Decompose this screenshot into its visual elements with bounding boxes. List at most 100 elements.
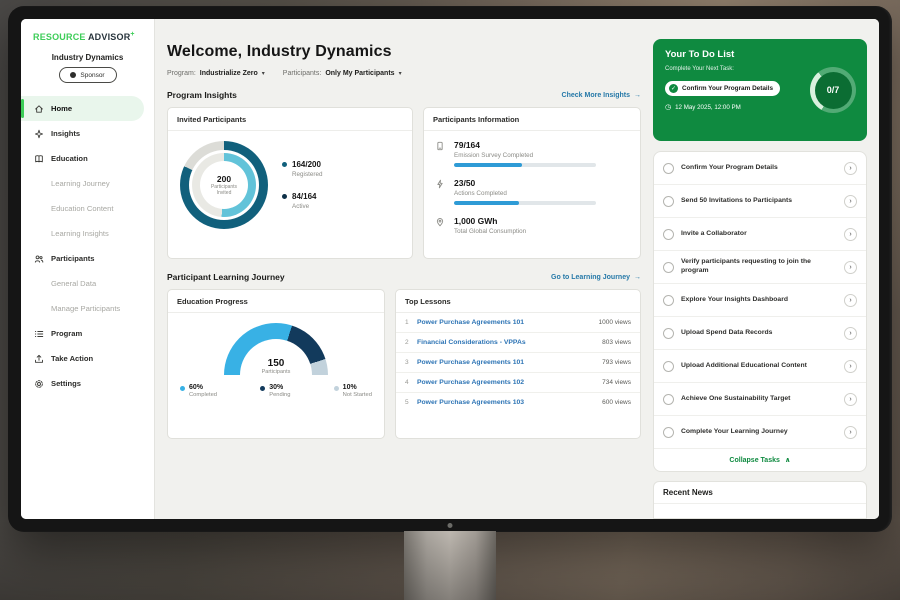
chevron-right-icon[interactable]: ›: [844, 425, 857, 439]
task-checkbox[interactable]: [663, 327, 674, 339]
chevron-right-icon[interactable]: ›: [844, 392, 857, 406]
task-row[interactable]: Explore Your Insights Dashboard ›: [654, 284, 866, 317]
arrow-right-icon: →: [634, 91, 641, 99]
next-task-due: ◷ 12 May 2025, 12:00 PM: [665, 103, 741, 112]
legend-dot: [282, 162, 287, 167]
book-icon: [33, 154, 44, 164]
clock-icon: ◷: [665, 104, 672, 111]
task-checkbox[interactable]: [663, 426, 674, 438]
logo-advisor: ADVISOR: [87, 32, 131, 42]
sidebar-item-settings[interactable]: Settings: [21, 371, 154, 396]
invited-participants-card: Invited Participants 200 Participants In…: [167, 107, 413, 259]
chevron-right-icon[interactable]: ›: [844, 293, 857, 307]
sidebar-item-manage-participants[interactable]: Manage Participants: [51, 304, 121, 313]
program-label: Program:: [167, 70, 196, 77]
app-logo: RESOURCE ADVISOR+: [21, 19, 154, 42]
sidebar-item-learning-insights[interactable]: Learning Insights: [51, 229, 109, 238]
legend-dot: [260, 386, 266, 391]
todo-progress-ring: 0/7: [810, 67, 856, 113]
task-row[interactable]: Achieve One Sustainability Target ›: [654, 383, 866, 416]
main-column: Welcome, Industry Dynamics Program: Indu…: [167, 43, 641, 452]
chevron-right-icon[interactable]: ›: [844, 194, 857, 208]
sidebar-item-education-content[interactable]: Education Content: [51, 204, 114, 213]
progress-bar: [454, 201, 596, 205]
dashboard-screen: RESOURCE ADVISOR+ Industry Dynamics Spon…: [21, 19, 879, 519]
participants-label: Participants:: [282, 70, 322, 77]
todo-task-list: Confirm Your Program Details › Send 50 I…: [653, 151, 867, 472]
learning-journey-header: Participant Learning Journey Go to Learn…: [167, 272, 641, 282]
task-checkbox[interactable]: [663, 162, 674, 174]
filters-row: Program: Industrialize Zero ▾ Participan…: [167, 70, 641, 77]
chevron-right-icon[interactable]: ›: [844, 227, 857, 241]
chevron-right-icon[interactable]: ›: [844, 260, 857, 274]
task-row[interactable]: Upload Additional Educational Content ›: [654, 350, 866, 383]
sidebar-item-learning-journey[interactable]: Learning Journey: [51, 179, 110, 188]
task-row[interactable]: Verify participants requesting to join t…: [654, 251, 866, 284]
go-to-learning-journey-link[interactable]: Go to Learning Journey →: [551, 273, 641, 281]
sidebar-item-program[interactable]: Program: [21, 321, 154, 346]
lesson-link[interactable]: Power Purchase Agreements 101: [417, 359, 525, 366]
invited-participants-chart-area: 200 Participants Invited 164/200: [168, 131, 412, 239]
lesson-link[interactable]: Power Purchase Agreements 101: [417, 319, 525, 326]
people-icon: [33, 254, 44, 264]
logo-plus: +: [130, 31, 135, 38]
stat-emission-survey: 79/164 Emission Survey Completed: [434, 140, 630, 167]
participants-information-card: Participants Information 79/164 Emission…: [423, 107, 641, 259]
legend-dot: [333, 386, 339, 391]
program-dropdown[interactable]: Program: Industrialize Zero ▾: [167, 70, 265, 77]
task-row[interactable]: Confirm Your Program Details ›: [654, 152, 866, 185]
check-more-insights-link[interactable]: Check More Insights →: [561, 91, 641, 99]
sidebar-item-home[interactable]: Home: [21, 96, 144, 121]
chevron-right-icon[interactable]: ›: [844, 359, 857, 373]
sidebar-item-participants[interactable]: Participants: [21, 246, 154, 271]
sidebar-item-take-action[interactable]: Take Action: [21, 346, 154, 371]
card-title: Invited Participants: [168, 108, 412, 131]
lesson-link[interactable]: Financial Considerations - VPPAs: [417, 339, 526, 346]
chevron-right-icon[interactable]: ›: [844, 326, 857, 340]
program-value: Industrialize Zero: [199, 70, 258, 77]
program-insights-header: Program Insights Check More Insights →: [167, 90, 641, 100]
task-row[interactable]: Invite a Collaborator ›: [654, 218, 866, 251]
chevron-down-icon: ▾: [261, 71, 265, 77]
stat-actions: 23/50 Actions Completed: [434, 178, 630, 205]
task-row[interactable]: Upload Spend Data Records ›: [654, 317, 866, 350]
org-name: Industry Dynamics: [51, 53, 124, 62]
todo-progress-value: 0/7: [814, 71, 852, 109]
collapse-tasks-button[interactable]: Collapse Tasks ∧: [729, 456, 791, 465]
lesson-link[interactable]: Power Purchase Agreements 103: [417, 399, 525, 406]
participants-dropdown[interactable]: Participants: Only My Participants ▾: [283, 70, 402, 77]
lesson-row: 3 Power Purchase Agreements 101 793 view…: [396, 353, 640, 373]
upload-icon: [33, 354, 44, 364]
legend-active: 84/164 Active: [282, 192, 322, 210]
sidebar-item-insights[interactable]: Insights: [21, 121, 154, 146]
sidebar-nav: Home Insights Education Learning Journey: [21, 96, 154, 396]
gauge-center: 150 Participants: [261, 358, 291, 375]
sponsor-badge[interactable]: Sponsor: [58, 67, 117, 83]
legend-not-started: 10% Not Started: [333, 384, 372, 398]
task-checkbox[interactable]: [663, 294, 674, 306]
sidebar-item-education[interactable]: Education: [21, 146, 154, 171]
logo-resource: RESOURCE: [33, 32, 86, 42]
arrow-right-icon: →: [634, 273, 641, 281]
recent-news-title: Recent News: [654, 482, 866, 504]
task-checkbox[interactable]: [663, 195, 674, 207]
sidebar-item-general-data[interactable]: General Data: [51, 279, 97, 288]
program-insights-cards: Invited Participants 200 Participants In…: [167, 107, 641, 259]
lesson-link[interactable]: Power Purchase Agreements 102: [417, 379, 525, 386]
task-checkbox[interactable]: [663, 393, 674, 405]
task-row[interactable]: Send 50 Invitations to Participants ›: [654, 185, 866, 218]
todo-summary-card: Your To Do List Complete Your Next Task:…: [653, 39, 867, 141]
next-task-pill[interactable]: ✓ Confirm Your Program Details: [665, 81, 781, 96]
recent-news-card: Recent News: [653, 481, 867, 519]
task-row[interactable]: Complete Your Learning Journey ›: [654, 416, 866, 449]
todo-subtitle: Complete Your Next Task:: [665, 66, 734, 72]
task-checkbox[interactable]: [663, 261, 674, 273]
sponsor-icon: [70, 72, 77, 78]
task-checkbox[interactable]: [663, 360, 674, 372]
chevron-right-icon[interactable]: ›: [844, 161, 857, 175]
chevron-up-icon: ∧: [784, 457, 791, 464]
pin-icon: [434, 216, 446, 239]
task-checkbox[interactable]: [663, 228, 674, 240]
content-area: Welcome, Industry Dynamics Program: Indu…: [155, 19, 879, 519]
